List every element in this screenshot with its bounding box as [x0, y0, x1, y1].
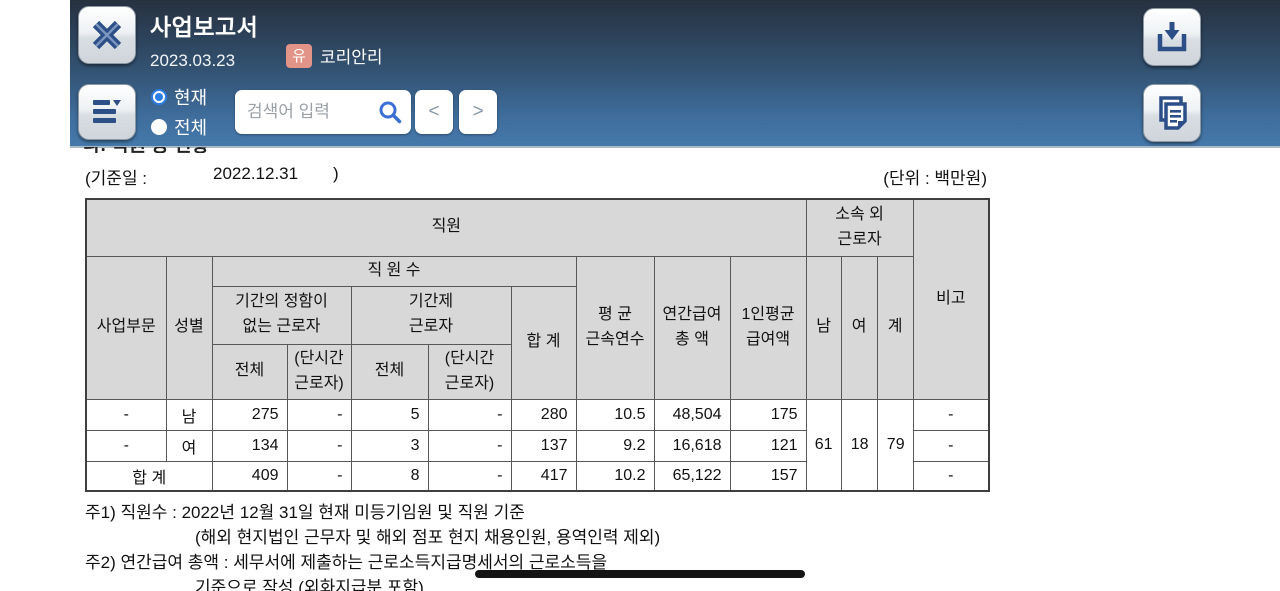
cell-perm-total: 409 [211, 460, 288, 492]
cell-fixed-total: 8 [350, 460, 429, 492]
employee-table: 직원 소속 외 근로자 비고 사업부문 성별 직 원 수 평 균 근속연수 연간… [85, 198, 991, 492]
unit-label: (단위 : 백만원) [883, 169, 987, 188]
hamburger-menu-icon [90, 97, 124, 127]
clipped-section-heading: 나. 직원 등 현황 [83, 147, 283, 153]
cell-total: 280 [510, 398, 577, 431]
th-whole-2: 전체 [350, 343, 429, 400]
radio-selected-icon [151, 89, 167, 105]
footnote-2-cont: 기준으로 작성 (외화지급분 포함) [195, 578, 424, 591]
cell-external-male: 61 [805, 398, 842, 492]
search-icon[interactable] [377, 99, 403, 125]
close-button[interactable] [78, 6, 136, 64]
th-annual-pay: 연간급여 총 액 [653, 255, 731, 400]
cell-division-total: 합 계 [85, 460, 213, 492]
th-avg-years: 평 균 근속연수 [575, 255, 655, 400]
cell-perm-total: 275 [211, 398, 288, 431]
search-box [235, 90, 411, 134]
title-block: 사업보고서 2023.03.23 [150, 8, 258, 71]
download-button[interactable] [1143, 8, 1201, 66]
cell-total: 137 [510, 429, 577, 462]
th-external-workers: 소속 외 근로자 [805, 198, 914, 257]
base-date-paren: ) [333, 164, 339, 183]
cell-per-capita: 157 [729, 460, 807, 492]
cell-perm-part: - [286, 429, 352, 462]
cell-fixed-total: 5 [350, 398, 429, 431]
company-name: 코리안리 [320, 48, 383, 67]
cell-annual-pay: 48,504 [653, 398, 731, 431]
cell-gender: 남 [165, 398, 213, 431]
cell-fixed-part: - [427, 460, 512, 492]
cell-note: - [912, 398, 990, 431]
cell-annual-pay: 65,122 [653, 460, 731, 492]
th-permanent: 기간의 정함이 없는 근로자 [211, 285, 352, 345]
footnote-1-cont: (해외 현지법인 근무자 및 해외 점포 현지 채용인원, 용역인력 제외) [195, 528, 661, 547]
th-male: 남 [805, 255, 842, 400]
cell-perm-part: - [286, 398, 352, 431]
th-note: 비고 [912, 198, 990, 400]
radio-all[interactable]: 전체 [151, 114, 207, 140]
cell-external-female: 18 [840, 398, 878, 492]
cell-note: - [912, 429, 990, 462]
th-employees: 직원 [85, 198, 807, 257]
th-total-all: 합 계 [510, 285, 577, 400]
cell-per-capita: 175 [729, 398, 807, 431]
th-part-time-2: (단시간 근로자) [427, 343, 512, 400]
footnote-2: 주2) 연간급여 총액 : 세무서에 제출하는 근로소득지급명세서의 근로소득을 [85, 553, 608, 572]
cell-annual-pay: 16,618 [653, 429, 731, 462]
th-whole-1: 전체 [211, 343, 288, 400]
copy-pages-button[interactable] [1143, 84, 1201, 142]
table-row: - 여 134 - 3 - 137 9.2 16,618 121 - [85, 429, 990, 462]
table-row: - 남 275 - 5 - 280 10.5 48,504 175 61 18 … [85, 398, 990, 492]
th-employee-count: 직 원 수 [211, 255, 577, 287]
th-division: 사업부문 [85, 255, 167, 400]
page-title: 사업보고서 [150, 14, 259, 40]
table-row-total: 합 계 409 - 8 - 417 10.2 65,122 157 - [85, 460, 990, 492]
report-date: 2023.03.23 [150, 51, 236, 70]
search-input[interactable] [247, 102, 377, 122]
footnote-1: 주1) 직원수 : 2022년 12월 31일 현재 미등기임원 및 직원 기준 [85, 503, 525, 522]
company-row: 유 코리안리 [286, 43, 383, 68]
cell-gender: 여 [165, 429, 213, 462]
th-gender: 성별 [165, 255, 213, 400]
next-result-button[interactable]: > [459, 90, 497, 134]
cell-avg-years: 10.5 [575, 398, 655, 431]
copy-pages-icon [1152, 93, 1192, 133]
close-icon [87, 15, 127, 55]
radio-all-label: 전체 [174, 118, 208, 138]
cell-fixed-part: - [427, 398, 512, 431]
base-date-label: (기준일 : [85, 169, 148, 188]
cell-note: - [912, 460, 990, 492]
th-female: 여 [840, 255, 878, 400]
cell-avg-years: 10.2 [575, 460, 655, 492]
cell-per-capita: 121 [729, 429, 807, 462]
cell-perm-total: 134 [211, 429, 288, 462]
th-sum: 계 [876, 255, 914, 400]
prev-result-button[interactable]: < [415, 90, 453, 134]
home-indicator-handle[interactable] [475, 570, 805, 578]
header-bar: 사업보고서 2023.03.23 유 코리안리 현재 [70, 0, 1280, 148]
meta-row: (기준일 : 2022.12.31 ) (단위 : 백만원) [0, 164, 1280, 188]
radio-current[interactable]: 현재 [151, 84, 207, 110]
download-icon [1152, 17, 1192, 57]
cell-external-total: 79 [876, 398, 914, 492]
cell-division: - [85, 429, 167, 462]
cell-fixed-total: 3 [350, 429, 429, 462]
radio-unselected-icon [151, 119, 167, 135]
radio-current-label: 현재 [174, 88, 208, 108]
th-fixed-term: 기간제 근로자 [350, 285, 512, 345]
base-date-value: 2022.12.31 [213, 164, 299, 183]
cell-total: 417 [510, 460, 577, 492]
cell-perm-part: - [286, 460, 352, 492]
cell-avg-years: 9.2 [575, 429, 655, 462]
cell-fixed-part: - [427, 429, 512, 462]
cell-division: - [85, 398, 167, 431]
th-part-time-1: (단시간 근로자) [286, 343, 352, 400]
listing-badge: 유 [286, 43, 312, 68]
th-pay-per-capita: 1인평균 급여액 [729, 255, 807, 400]
menu-button[interactable] [78, 84, 136, 140]
scope-radio-group: 현재 전체 [151, 84, 207, 144]
